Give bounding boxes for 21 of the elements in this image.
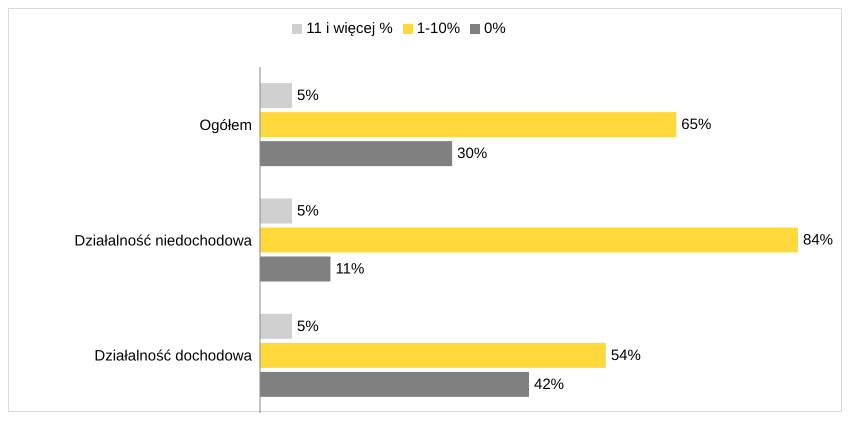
y-tick-label: Ogółem [199, 116, 252, 134]
data-label: 65% [681, 116, 712, 134]
data-label: 11% [335, 260, 364, 278]
y-tick-label: Działalność niedochodowa [74, 232, 253, 250]
data-label: 5% [297, 87, 319, 104]
bar [260, 314, 292, 339]
legend-label: 0% [484, 20, 506, 37]
y-tick-label: Działalność dochodowa [94, 348, 253, 365]
legend-label: 1-10% [416, 20, 460, 37]
data-label: 84% [803, 231, 834, 248]
data-label: 5% [297, 202, 319, 220]
data-label: 5% [297, 318, 319, 335]
bar [260, 198, 292, 224]
data-label: 30% [457, 145, 488, 162]
bar [260, 83, 292, 108]
data-label: 54% [610, 346, 641, 364]
bar [260, 112, 676, 138]
bar [260, 342, 606, 368]
data-label: 42% [534, 376, 564, 393]
bar [260, 227, 798, 252]
legend-label: 11 i więcej % [306, 20, 393, 37]
